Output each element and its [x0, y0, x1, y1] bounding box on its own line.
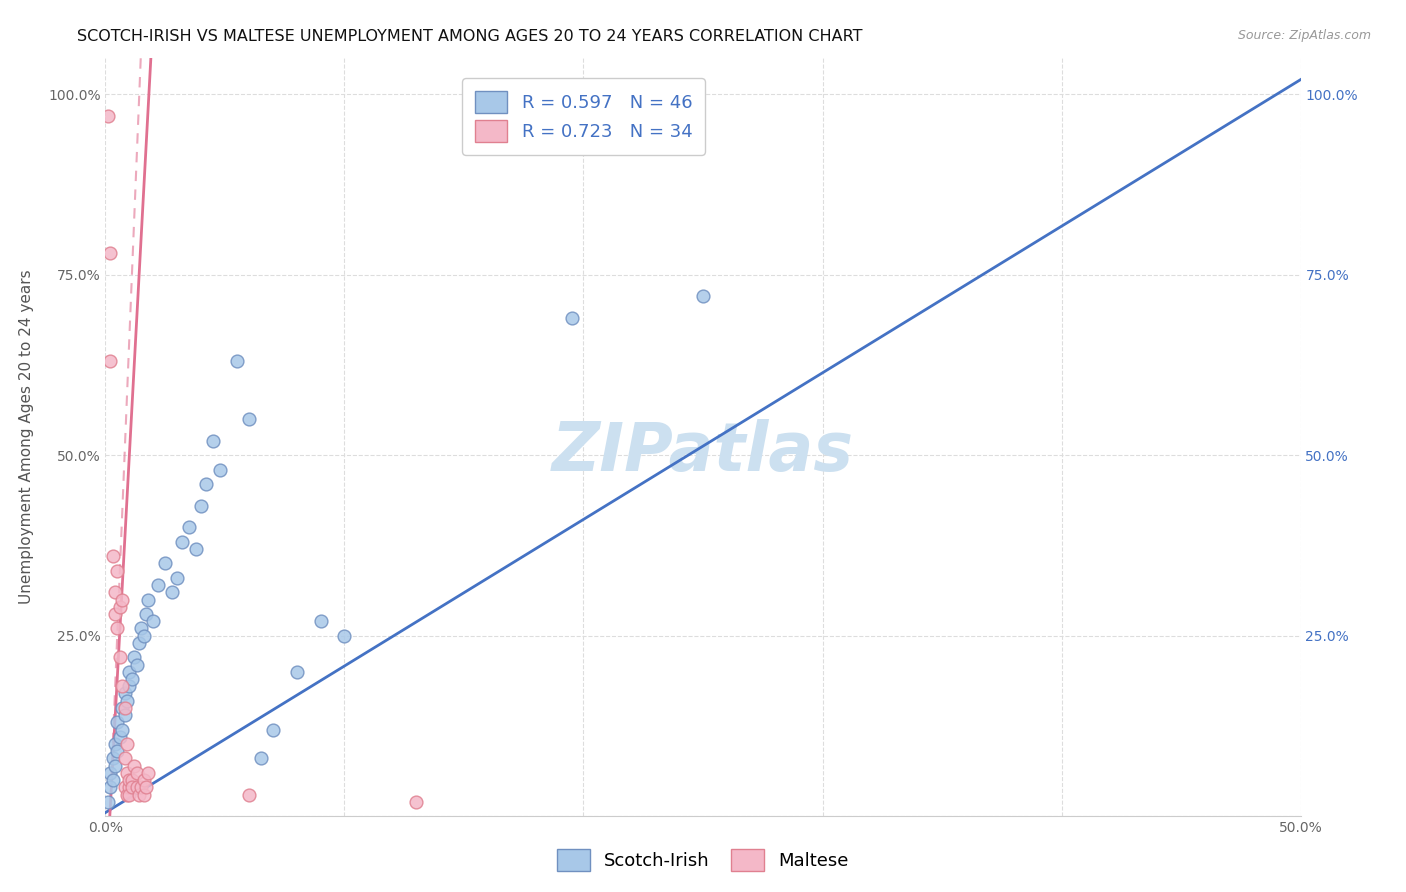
Point — [162, 585, 184, 599]
Point — [285, 665, 308, 679]
Text: Source: ZipAtlas.com: Source: ZipAtlas.com — [1237, 29, 1371, 42]
Point — [121, 773, 143, 788]
Point — [107, 622, 129, 636]
Point — [107, 744, 129, 758]
Point — [114, 751, 136, 765]
Point — [114, 701, 136, 715]
Point — [111, 723, 134, 737]
Point — [238, 412, 260, 426]
Point — [115, 765, 138, 780]
Point — [118, 665, 141, 679]
Point — [333, 629, 356, 643]
Point — [121, 672, 143, 686]
Point — [115, 737, 138, 751]
Point — [166, 571, 188, 585]
Point — [170, 534, 193, 549]
Point — [142, 614, 165, 628]
Point — [125, 780, 148, 795]
Point — [114, 686, 136, 700]
Text: ZIPatlas: ZIPatlas — [553, 419, 853, 485]
Point — [101, 549, 124, 564]
Point — [177, 520, 201, 534]
Point — [125, 657, 148, 672]
Point — [132, 629, 155, 643]
Point — [132, 788, 155, 802]
Point — [560, 310, 583, 325]
Point — [98, 780, 121, 795]
Point — [108, 730, 131, 744]
Point — [194, 477, 217, 491]
Point — [153, 557, 177, 571]
Point — [107, 715, 129, 730]
Point — [98, 354, 121, 368]
Point — [692, 289, 714, 303]
Point — [135, 607, 157, 621]
Point — [118, 773, 141, 788]
Y-axis label: Unemployment Among Ages 20 to 24 years: Unemployment Among Ages 20 to 24 years — [20, 269, 34, 605]
Point — [111, 592, 134, 607]
Point — [138, 592, 160, 607]
Point — [104, 585, 127, 599]
Point — [111, 679, 134, 693]
Point — [121, 780, 143, 795]
Point — [129, 622, 153, 636]
Point — [98, 246, 121, 260]
Point — [98, 765, 121, 780]
Legend: R = 0.597   N = 46, R = 0.723   N = 34: R = 0.597 N = 46, R = 0.723 N = 34 — [463, 78, 704, 155]
Legend: Scotch-Irish, Maltese: Scotch-Irish, Maltese — [550, 842, 856, 879]
Point — [107, 564, 129, 578]
Point — [97, 795, 120, 809]
Point — [104, 737, 127, 751]
Point — [186, 541, 208, 556]
Point — [250, 751, 273, 765]
Point — [122, 758, 145, 772]
Point — [97, 109, 120, 123]
Point — [115, 788, 138, 802]
Point — [138, 765, 160, 780]
Point — [114, 780, 136, 795]
Point — [209, 462, 232, 476]
Point — [115, 693, 138, 707]
Point — [190, 499, 212, 513]
Point — [111, 701, 134, 715]
Point — [132, 773, 155, 788]
Point — [125, 765, 148, 780]
Point — [225, 354, 249, 368]
Point — [118, 788, 141, 802]
Point — [101, 773, 124, 788]
Point — [118, 679, 141, 693]
Point — [202, 434, 225, 448]
Point — [309, 614, 332, 628]
Text: SCOTCH-IRISH VS MALTESE UNEMPLOYMENT AMONG AGES 20 TO 24 YEARS CORRELATION CHART: SCOTCH-IRISH VS MALTESE UNEMPLOYMENT AMO… — [77, 29, 863, 44]
Point — [114, 708, 136, 723]
Point — [146, 578, 169, 592]
Point — [104, 758, 127, 772]
Point — [108, 599, 131, 614]
Point — [104, 607, 127, 621]
Point — [101, 751, 124, 765]
Point — [122, 650, 145, 665]
Point — [129, 780, 153, 795]
Point — [262, 723, 284, 737]
Point — [405, 795, 427, 809]
Point — [118, 780, 141, 795]
Point — [108, 650, 131, 665]
Point — [128, 788, 150, 802]
Point — [128, 636, 150, 650]
Point — [238, 788, 260, 802]
Point — [135, 780, 157, 795]
